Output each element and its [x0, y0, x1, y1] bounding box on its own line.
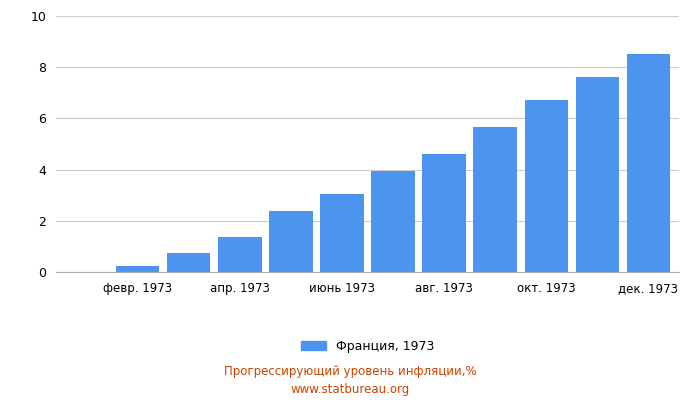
- Bar: [575, 78, 619, 272]
- Bar: [167, 253, 211, 272]
- Bar: [422, 154, 466, 272]
- Bar: [116, 266, 160, 272]
- Bar: [473, 127, 517, 272]
- Text: www.statbureau.org: www.statbureau.org: [290, 384, 410, 396]
- Bar: [371, 171, 414, 272]
- Bar: [321, 194, 364, 272]
- Bar: [218, 238, 262, 272]
- Legend: Франция, 1973: Франция, 1973: [296, 334, 439, 358]
- Bar: [270, 210, 313, 272]
- Text: Прогрессирующий уровень инфляции,%: Прогрессирующий уровень инфляции,%: [224, 366, 476, 378]
- Bar: [626, 54, 670, 272]
- Bar: [524, 100, 568, 272]
